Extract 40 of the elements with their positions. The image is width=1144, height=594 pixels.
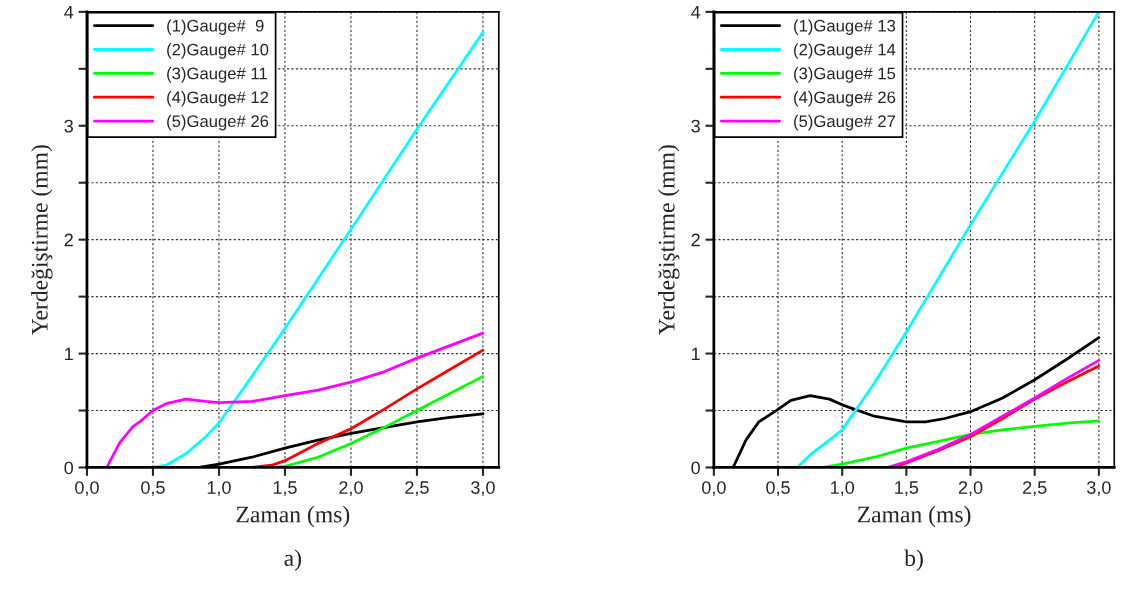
legend-label: (4)Gauge# 26 xyxy=(794,90,896,107)
x-tick-label: 3,0 xyxy=(1087,481,1111,497)
y-tick-label: 3 xyxy=(691,119,700,133)
x-tick-label: 1,0 xyxy=(831,481,855,497)
x-tick-label: 2,5 xyxy=(1023,481,1047,497)
legend-label: (5)Gauge# 26 xyxy=(167,114,269,131)
text: a) xyxy=(284,549,301,571)
legend-label: (2)Gauge# 14 xyxy=(794,43,896,59)
x-tick-label: 0,0 xyxy=(75,481,99,497)
x-tick-label: 1,5 xyxy=(895,481,919,497)
y-axis-title: Yerdeğiştirme (mm) xyxy=(658,145,680,335)
y-tick-label: 3 xyxy=(64,119,73,133)
x-tick-label: 0,0 xyxy=(702,481,726,497)
y-tick-label: 1 xyxy=(692,347,700,361)
y-tick-label: 4 xyxy=(64,6,74,19)
y-tick-label: 4 xyxy=(691,6,701,19)
legend-label: (3)Gauge# 11 xyxy=(167,67,267,83)
y-tick-label: 2 xyxy=(64,233,73,247)
y-tick-label: 0 xyxy=(64,461,74,475)
y-tick-label: 2 xyxy=(691,233,700,247)
legend-label: (1)Gauge# 13 xyxy=(794,19,896,35)
y-tick-label: 1 xyxy=(65,347,73,361)
x-tick-label: 2,0 xyxy=(339,481,363,497)
legend-label: (1)Gauge# 9 xyxy=(167,19,264,35)
x-tick-label: 2,0 xyxy=(958,481,983,497)
y-axis-title: Yerdeğiştirme (mm) xyxy=(31,145,53,335)
legend-label: (5)Gauge# 27 xyxy=(794,114,896,131)
x-tick-label: 0,5 xyxy=(141,481,165,497)
x-tick-label: 1,0 xyxy=(207,481,231,497)
x-axis-title: Zaman (ms) xyxy=(236,505,350,528)
x-tick-label: 3,0 xyxy=(471,481,495,497)
legend-label: (2)Gauge# 10 xyxy=(167,43,269,59)
legend-label: (4)Gauge# 12 xyxy=(167,90,269,107)
x-tick-label: 0,5 xyxy=(766,481,790,497)
x-axis-title: Zaman (ms) xyxy=(857,505,971,528)
y-tick-label: 0 xyxy=(691,461,700,475)
x-tick-label: 1,5 xyxy=(273,481,297,497)
legend-label: (3)Gauge# 15 xyxy=(794,67,896,83)
x-tick-label: 2,5 xyxy=(405,481,429,497)
text: b) xyxy=(904,549,923,571)
